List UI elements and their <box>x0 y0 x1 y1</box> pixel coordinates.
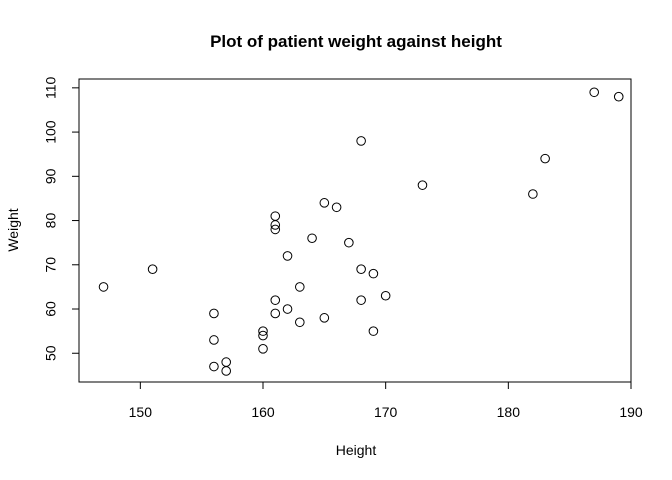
data-point <box>356 136 366 146</box>
data-point <box>221 357 231 367</box>
y-tick-label: 60 <box>43 301 59 317</box>
data-point <box>613 91 624 102</box>
plot-frame <box>78 78 632 383</box>
data-point <box>380 290 391 301</box>
x-axis-label: Height <box>336 442 377 458</box>
data-point <box>417 180 428 190</box>
data-point <box>270 220 281 230</box>
data-point <box>344 237 354 248</box>
data-point <box>319 313 330 323</box>
x-tick-label: 150 <box>129 404 153 420</box>
y-tick-label: 80 <box>43 213 59 229</box>
data-point <box>147 264 158 275</box>
data-point <box>307 233 317 244</box>
x-axis: 150 160 170 180 190 <box>129 381 643 420</box>
data-point <box>295 282 305 292</box>
data-point <box>209 308 219 319</box>
data-point <box>368 268 379 279</box>
data-point <box>209 335 219 345</box>
data-point <box>270 308 281 319</box>
data-point <box>258 344 268 354</box>
data-point <box>209 361 219 372</box>
y-axis-label: Weight <box>5 208 21 251</box>
y-tick-label: 100 <box>43 120 59 144</box>
y-tick-label: 70 <box>43 257 59 273</box>
data-point <box>270 211 281 221</box>
data-point <box>270 224 281 235</box>
x-tick-label: 170 <box>374 404 398 420</box>
y-tick-label: 90 <box>43 168 59 184</box>
data-point <box>319 198 330 208</box>
y-tick-label: 110 <box>43 76 59 99</box>
x-tick-label: 180 <box>497 404 521 420</box>
data-point <box>221 366 231 376</box>
chart-title: Plot of patient weight against height <box>210 32 502 51</box>
data-point <box>540 153 550 164</box>
y-tick-label: 50 <box>43 345 59 361</box>
data-point <box>356 264 366 275</box>
data-points <box>98 87 624 376</box>
data-point <box>356 295 366 305</box>
data-point <box>258 330 268 341</box>
x-tick-label: 160 <box>251 404 275 420</box>
data-point <box>98 282 109 292</box>
data-point <box>331 202 342 213</box>
data-point <box>270 295 281 305</box>
data-point <box>589 87 600 98</box>
data-point <box>282 304 293 314</box>
data-point <box>368 326 379 336</box>
data-point <box>528 189 538 199</box>
data-point <box>258 326 268 336</box>
data-point <box>295 317 305 328</box>
x-tick-label: 190 <box>619 404 643 420</box>
data-point <box>282 251 293 261</box>
y-axis: 50 60 70 80 90 100 110 <box>43 76 80 361</box>
